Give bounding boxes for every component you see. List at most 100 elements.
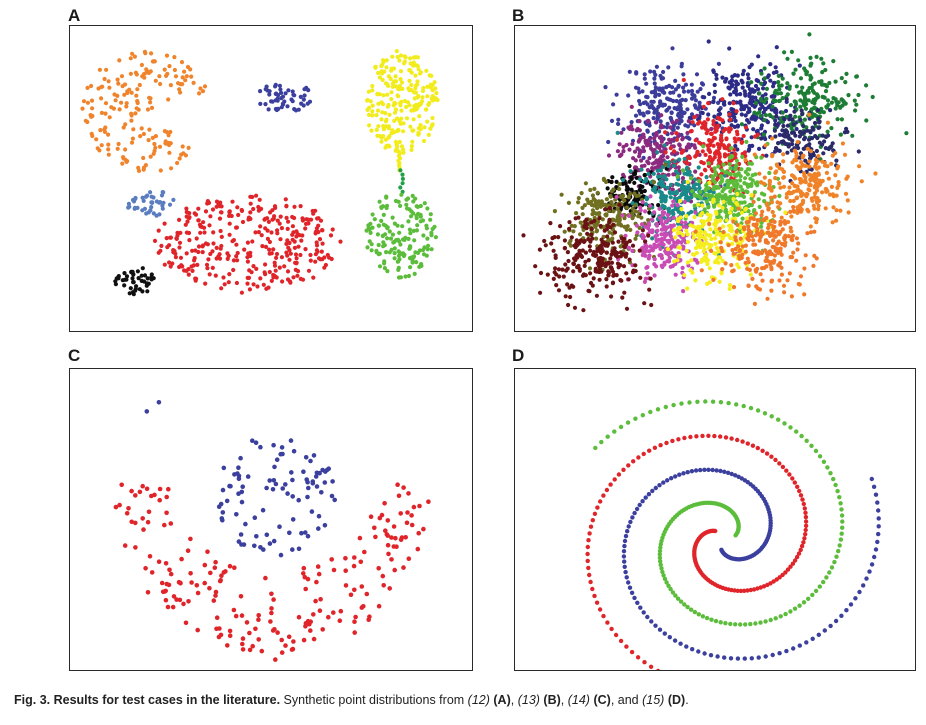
data-point bbox=[256, 617, 261, 622]
data-point bbox=[288, 251, 293, 256]
data-point bbox=[294, 256, 299, 261]
data-point bbox=[687, 169, 692, 174]
data-point bbox=[723, 261, 728, 266]
data-point bbox=[706, 467, 711, 472]
data-point bbox=[714, 128, 719, 133]
data-point bbox=[798, 547, 803, 553]
data-point bbox=[666, 65, 671, 70]
data-point bbox=[685, 470, 690, 475]
data-point bbox=[366, 112, 372, 117]
data-point bbox=[271, 216, 276, 221]
data-point bbox=[587, 572, 592, 578]
data-point bbox=[248, 201, 253, 206]
data-point bbox=[733, 143, 738, 149]
data-point bbox=[609, 626, 614, 632]
data-point bbox=[742, 225, 747, 230]
data-point bbox=[641, 113, 646, 118]
data-point bbox=[283, 91, 288, 96]
data-point bbox=[757, 110, 762, 115]
data-point bbox=[190, 268, 195, 273]
data-point bbox=[682, 179, 687, 184]
data-point bbox=[836, 548, 841, 554]
data-point bbox=[735, 222, 740, 227]
data-point bbox=[258, 444, 263, 450]
data-point bbox=[628, 169, 633, 174]
data-point bbox=[162, 262, 167, 267]
data-point bbox=[595, 190, 600, 195]
data-point bbox=[807, 164, 812, 169]
data-point bbox=[802, 506, 807, 511]
data-point bbox=[727, 210, 733, 215]
data-point bbox=[803, 106, 809, 111]
data-point bbox=[829, 126, 834, 131]
data-point bbox=[797, 177, 802, 182]
data-point bbox=[666, 163, 671, 169]
data-point bbox=[433, 235, 438, 240]
data-point bbox=[538, 290, 543, 295]
data-point bbox=[619, 278, 624, 283]
data-point bbox=[718, 240, 723, 245]
data-point bbox=[384, 195, 389, 200]
data-point bbox=[411, 128, 416, 133]
data-point bbox=[769, 200, 774, 205]
data-point bbox=[147, 95, 152, 100]
data-point bbox=[645, 271, 650, 276]
data-point bbox=[708, 142, 713, 148]
data-point bbox=[195, 262, 200, 267]
data-point bbox=[714, 76, 719, 81]
data-point bbox=[183, 153, 188, 158]
data-point bbox=[240, 219, 246, 225]
data-point bbox=[252, 543, 257, 549]
data-point bbox=[798, 274, 804, 279]
data-point bbox=[839, 97, 844, 102]
data-point bbox=[148, 190, 153, 195]
data-point bbox=[700, 242, 705, 247]
data-point bbox=[106, 142, 111, 147]
data-point bbox=[595, 220, 600, 225]
data-point bbox=[428, 126, 433, 131]
data-point bbox=[267, 89, 272, 94]
data-point bbox=[857, 164, 862, 169]
data-point bbox=[678, 198, 683, 204]
data-point bbox=[643, 276, 648, 281]
data-point bbox=[412, 271, 417, 276]
data-point bbox=[640, 228, 645, 233]
data-point bbox=[647, 287, 652, 292]
data-point bbox=[762, 411, 768, 416]
data-point bbox=[758, 234, 763, 239]
data-point bbox=[743, 157, 748, 163]
data-point bbox=[756, 655, 761, 660]
data-point bbox=[225, 251, 230, 256]
data-point bbox=[733, 622, 738, 627]
data-point bbox=[590, 586, 595, 592]
data-point bbox=[738, 184, 743, 189]
data-point bbox=[776, 239, 781, 244]
data-point bbox=[338, 239, 343, 244]
data-point bbox=[284, 215, 289, 220]
data-point bbox=[657, 206, 662, 211]
data-point bbox=[787, 86, 792, 91]
data-point bbox=[252, 515, 258, 520]
data-point bbox=[773, 65, 778, 70]
data-point bbox=[667, 216, 672, 222]
data-point bbox=[626, 524, 631, 529]
data-point bbox=[389, 131, 394, 136]
data-point bbox=[566, 200, 571, 205]
data-point bbox=[157, 144, 163, 149]
data-point bbox=[115, 146, 120, 151]
data-point bbox=[243, 521, 248, 527]
data-point bbox=[396, 128, 401, 133]
data-point bbox=[581, 308, 586, 313]
data-point bbox=[692, 143, 697, 148]
data-point bbox=[777, 181, 782, 186]
data-point bbox=[654, 158, 659, 163]
data-point bbox=[219, 286, 224, 291]
data-point bbox=[656, 203, 661, 208]
data-point bbox=[730, 82, 735, 88]
data-point bbox=[145, 590, 151, 595]
caption-ref-15: (15) bbox=[642, 693, 665, 707]
data-point bbox=[150, 135, 155, 140]
data-point bbox=[638, 205, 643, 210]
data-point bbox=[810, 125, 815, 130]
data-point bbox=[413, 196, 418, 201]
